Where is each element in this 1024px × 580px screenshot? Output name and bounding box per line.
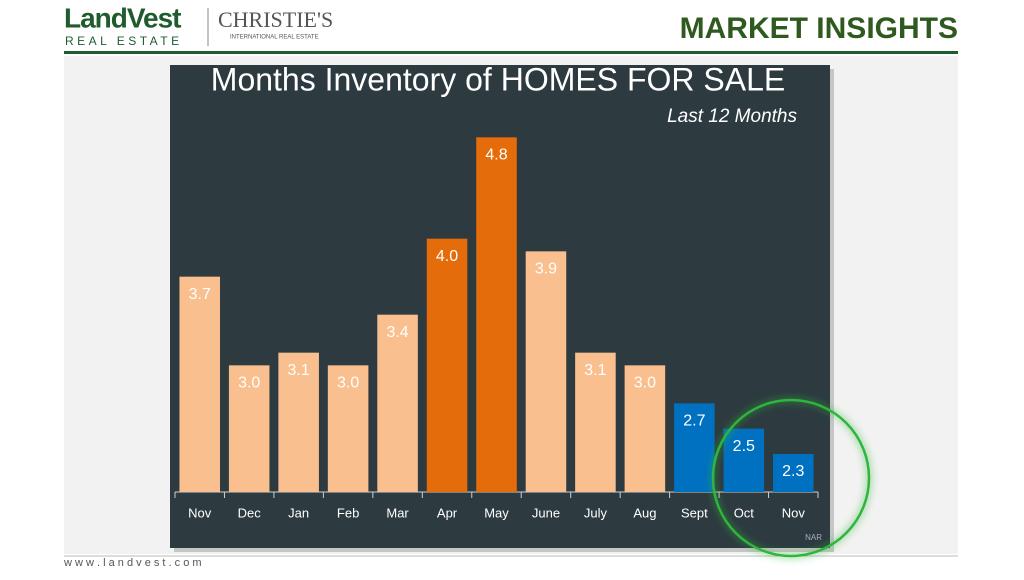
value-label: 3.0 [337, 375, 359, 392]
value-label: 3.4 [386, 324, 408, 341]
value-label: 4.0 [436, 248, 458, 265]
section-title: MARKET INSIGHTS [680, 12, 958, 45]
brand: LandVest [64, 2, 181, 33]
value-label: 3.7 [189, 286, 211, 303]
x-tick-label: June [532, 505, 560, 520]
highlight-circle [711, 398, 871, 558]
bar [525, 251, 567, 492]
value-label: 3.1 [584, 362, 606, 379]
bar [723, 428, 765, 492]
value-label: 3.1 [288, 362, 310, 379]
x-tick-label: Nov [188, 505, 212, 520]
x-tick-label: Mar [386, 505, 409, 520]
source: NAR [805, 533, 822, 542]
value-label: 2.3 [782, 463, 804, 480]
bar [772, 454, 814, 492]
brand-sub: REAL ESTATE [65, 34, 183, 48]
footer-url: w w w . l a n d v e s t . c o m [63, 557, 202, 569]
x-tick-label: Feb [337, 505, 359, 520]
x-tick-label: July [584, 505, 608, 520]
bar [377, 314, 418, 492]
x-tick-label: Sept [681, 505, 708, 520]
x-tick-label: Dec [238, 505, 262, 520]
x-tick-label: Jan [288, 505, 309, 520]
x-tick-label: May [484, 505, 509, 520]
value-label: 3.0 [238, 375, 260, 392]
bar [624, 365, 666, 492]
bar [674, 403, 715, 492]
bar [228, 365, 270, 492]
plot: 3.7 Nov 3.0 Dec 3.1 Jan 3.0 Feb 3.4 Mar 4.0 Apr 4.8 M… [174, 137, 819, 520]
bar [476, 137, 517, 493]
bar [575, 352, 616, 492]
bar [426, 238, 468, 492]
value-label: 3.0 [634, 375, 656, 392]
x-tick-label: Nov [782, 505, 806, 520]
partner-sub: INTERNATIONAL REAL ESTATE [230, 35, 319, 41]
bar [327, 365, 369, 492]
chart-subtitle: Last 12 Months [667, 106, 797, 127]
header-rule [64, 51, 958, 54]
x-tick-label: Aug [633, 505, 656, 520]
partner: CHRISTIE'S [218, 7, 333, 32]
value-label: 3.9 [535, 261, 557, 278]
x-tick-label: Apr [437, 505, 458, 520]
bar [278, 352, 319, 492]
value-label: 2.7 [683, 413, 705, 430]
value-label: 4.8 [485, 147, 507, 164]
x-tick-label: Oct [734, 505, 755, 520]
bar [179, 276, 221, 492]
chart-title: Months Inventory of HOMES FOR SALE [211, 61, 785, 97]
value-label: 2.5 [733, 438, 755, 455]
